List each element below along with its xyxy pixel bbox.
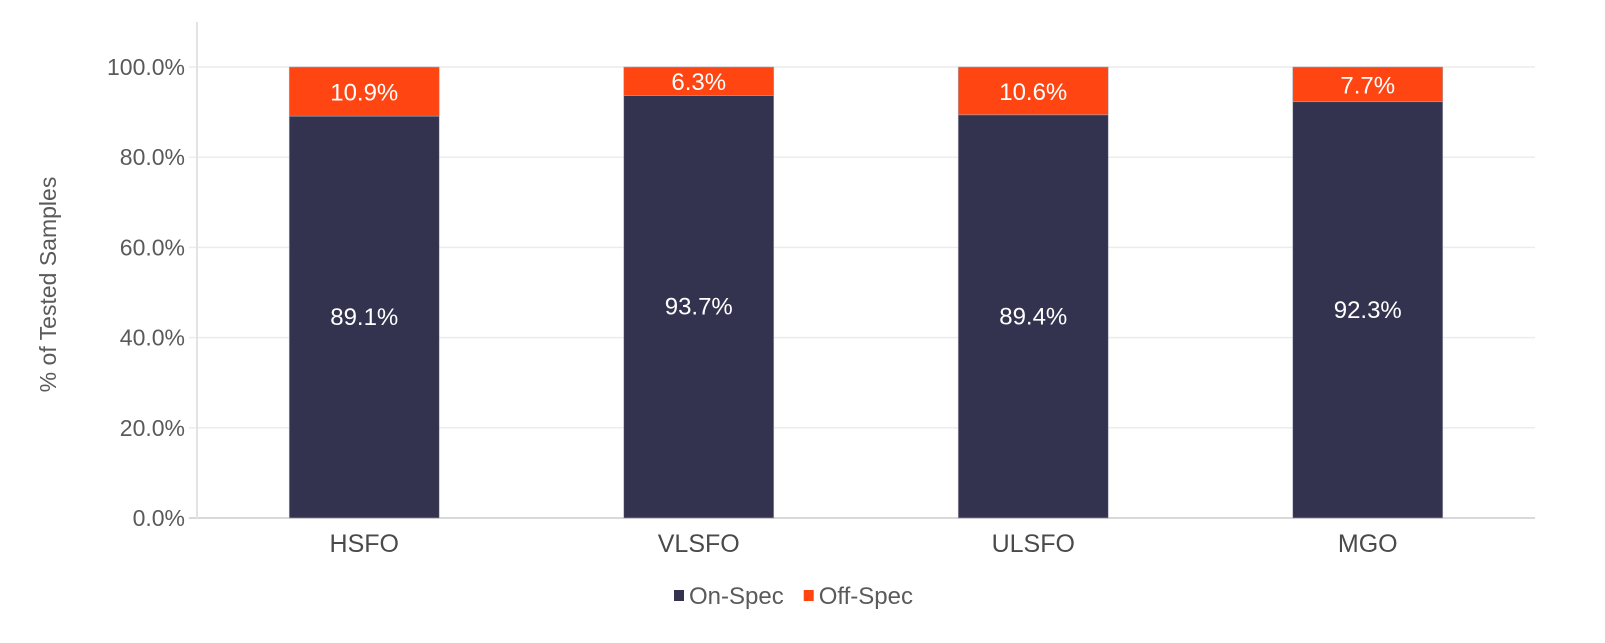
bar-off-spec <box>1292 66 1444 103</box>
x-tick-label: HSFO <box>330 530 399 558</box>
y-axis-title: % of Tested Samples <box>35 177 61 393</box>
legend-label: Off-Spec <box>819 583 913 610</box>
y-tick-label: 80.0% <box>120 144 185 170</box>
bar-on-spec <box>957 114 1109 519</box>
y-tick-label: 0.0% <box>133 505 185 531</box>
legend-label: On-Spec <box>689 583 784 610</box>
x-tick-label: VLSFO <box>658 530 740 558</box>
legend-swatch-on-spec <box>674 590 684 601</box>
bar-off-spec <box>623 66 775 96</box>
y-tick-label: 40.0% <box>120 325 185 351</box>
y-tick-label: 20.0% <box>120 415 185 441</box>
y-tick-label: 60.0% <box>120 234 185 260</box>
data-label: 6.3% <box>671 69 726 96</box>
x-tick-label: ULSFO <box>992 530 1075 558</box>
bar-off-spec <box>957 66 1109 116</box>
data-label: 10.6% <box>999 79 1067 106</box>
data-label: 7.7% <box>1340 72 1395 99</box>
data-label: 92.3% <box>1334 297 1402 324</box>
data-label: 89.1% <box>330 304 398 331</box>
data-label: 10.9% <box>330 80 398 107</box>
data-label: 89.4% <box>999 303 1067 330</box>
y-tick-label: 100.0% <box>107 54 185 80</box>
bar-off-spec <box>288 66 440 117</box>
x-tick-label: MGO <box>1338 530 1398 558</box>
legend-swatch-off-spec <box>803 590 814 601</box>
bar-on-spec <box>1292 101 1444 519</box>
bar-on-spec <box>288 115 440 519</box>
bar-on-spec <box>623 95 775 519</box>
data-label: 93.7% <box>665 294 733 321</box>
